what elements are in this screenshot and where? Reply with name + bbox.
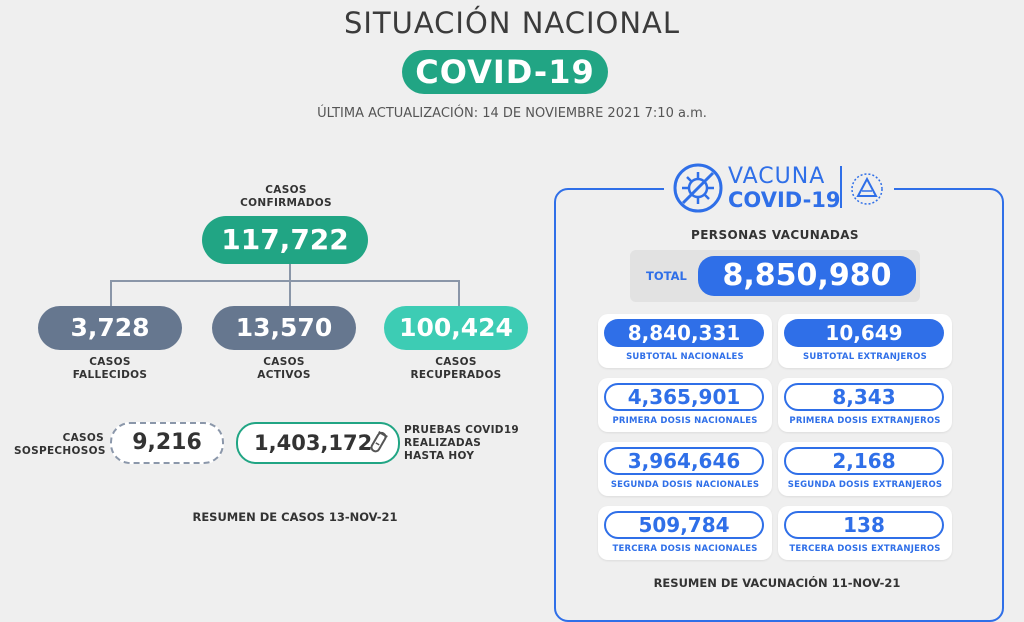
tests-label: PRUEBAS COVID19 REALIZADAS HASTA HOY <box>404 424 520 462</box>
covid-badge: COVID-19 <box>402 50 608 94</box>
tree-connector <box>458 280 460 306</box>
logo-covid: COVID-19 <box>728 188 841 212</box>
last-updated: ÚLTIMA ACTUALIZACIÓN: 14 DE NOVIEMBRE 20… <box>317 106 707 121</box>
card-label: SUBTOTAL NACIONALES <box>626 352 744 362</box>
card-label: SEGUNDA DOSIS NACIONALES <box>610 480 760 490</box>
card-value: 509,784 <box>604 511 764 539</box>
suspected-label: CASOS SOSPECHOSOS <box>14 432 106 457</box>
tree-connector <box>110 280 460 282</box>
tree-connector <box>110 280 112 306</box>
suspected-value: 9,216 <box>110 422 224 464</box>
vaccine-card: 4,365,901 PRIMERA DOSIS NACIONALES <box>598 378 772 432</box>
card-value: 8,840,331 <box>604 319 764 347</box>
vaccine-card: 10,649 SUBTOTAL EXTRANJEROS <box>778 314 952 368</box>
active-label: CASOS ACTIVOS <box>257 356 311 381</box>
test-tube-icon <box>370 430 388 453</box>
tests-box: 1,403,172 <box>236 422 400 464</box>
vaccine-card: 138 TERCERA DOSIS EXTRANJEROS <box>778 506 952 560</box>
logo-vacuna: VACUNA <box>728 164 826 189</box>
card-label: SEGUNDA DOSIS EXTRANJEROS <box>787 480 943 490</box>
vaccine-card: 509,784 TERCERA DOSIS NACIONALES <box>598 506 772 560</box>
card-value: 4,365,901 <box>604 383 764 411</box>
logo-divider <box>840 166 842 208</box>
vaccine-logo: VACUNA COVID-19 <box>664 158 894 220</box>
vaccine-summary: RESUMEN DE VACUNACIÓN 11-NOV-21 <box>653 576 901 590</box>
virus-icon <box>673 163 723 213</box>
confirmed-label: CASOS CONFIRMADOS <box>240 184 332 209</box>
deceased-label: CASOS FALLECIDOS <box>72 356 148 381</box>
card-label: TERCERA DOSIS EXTRANJEROS <box>789 544 941 554</box>
card-label: PRIMERA DOSIS NACIONALES <box>612 416 758 426</box>
card-value: 138 <box>784 511 944 539</box>
total-value: 8,850,980 <box>698 256 916 296</box>
deceased-value: 3,728 <box>38 306 182 350</box>
recovered-value: 100,424 <box>384 306 528 350</box>
vaccine-card: 8,343 PRIMERA DOSIS EXTRANJEROS <box>778 378 952 432</box>
tree-connector <box>289 280 291 306</box>
card-value: 8,343 <box>784 383 944 411</box>
card-label: TERCERA DOSIS NACIONALES <box>612 544 758 554</box>
card-value: 3,964,646 <box>604 447 764 475</box>
confirmed-value: 117,722 <box>202 216 368 264</box>
total-box: TOTAL 8,850,980 <box>630 250 920 302</box>
card-value: 2,168 <box>784 447 944 475</box>
vaccine-card: 8,840,331 SUBTOTAL NACIONALES <box>598 314 772 368</box>
tree-connector <box>289 264 291 280</box>
card-label: PRIMERA DOSIS EXTRANJEROS <box>789 416 941 426</box>
tests-value: 1,403,172 <box>254 431 373 455</box>
recovered-label: CASOS RECUPERADOS <box>410 356 502 381</box>
card-label: SUBTOTAL EXTRANJEROS <box>803 352 927 362</box>
vaccinated-heading: PERSONAS VACUNADAS <box>691 228 859 242</box>
total-label: TOTAL <box>646 269 687 283</box>
vaccine-card: 2,168 SEGUNDA DOSIS EXTRANJEROS <box>778 442 952 496</box>
coat-of-arms-icon <box>851 173 883 205</box>
page-title: SITUACIÓN NACIONAL <box>343 6 681 40</box>
vaccine-card: 3,964,646 SEGUNDA DOSIS NACIONALES <box>598 442 772 496</box>
cases-summary: RESUMEN DE CASOS 13-NOV-21 <box>192 510 398 524</box>
active-value: 13,570 <box>212 306 356 350</box>
card-value: 10,649 <box>784 319 944 347</box>
